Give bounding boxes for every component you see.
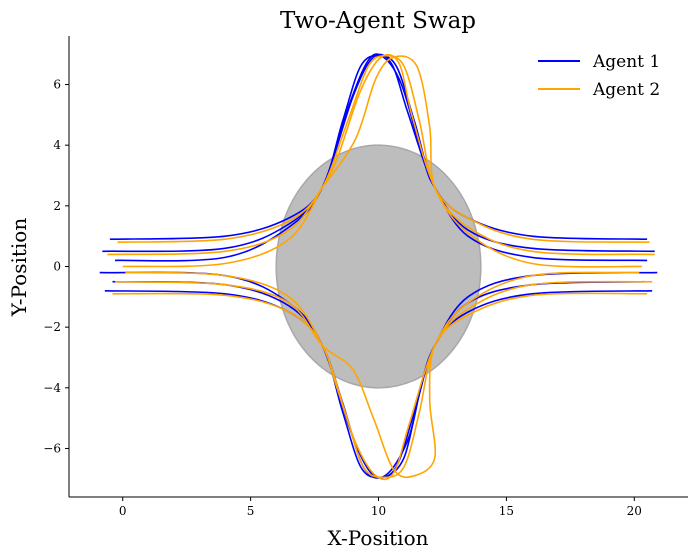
trajectory-agent-2-lower-wide [112,292,648,479]
y-tick-label: 6 [53,78,61,92]
plot-area [99,53,658,481]
y-tick-label: 2 [53,199,61,213]
x-tick-label: 0 [119,504,127,518]
trajectory-agent-2-lower-late [114,280,653,479]
trajectory-agent-1-upper-mid [102,53,655,253]
trajectory-agent-1-upper-tight [114,53,648,262]
y-tick-label: 4 [53,138,61,152]
chart-title: Two-Agent Swap [280,8,476,34]
x-axis-label: X-Position [328,526,429,550]
x-axis-ticks: 0 5 10 15 20 [119,497,642,518]
trajectory-agent-2-upper-wide [117,54,650,243]
x-tick-label: 15 [499,504,514,518]
y-tick-label: −2 [43,320,61,334]
trajectory-agent-2-lower-mid [125,271,640,481]
x-tick-label: 10 [371,504,386,518]
y-axis-ticks: −6 −4 −2 0 2 4 6 [43,78,69,455]
legend-label-agent-2: Agent 2 [592,80,660,100]
y-axis-label: Y-Position [7,218,31,318]
circular-obstacle [275,144,482,389]
y-tick-label: −6 [43,441,61,455]
legend: Agent 1 Agent 2 [538,52,660,100]
trajectory-agent-1-lower-tight [99,271,658,479]
y-tick-label: −4 [43,381,61,395]
legend-label-agent-1: Agent 1 [592,52,660,72]
y-tick-label: 0 [53,260,61,274]
x-tick-label: 20 [627,504,642,518]
trajectory-agent-2-upper-mid [122,53,643,268]
x-tick-label: 5 [247,504,255,518]
